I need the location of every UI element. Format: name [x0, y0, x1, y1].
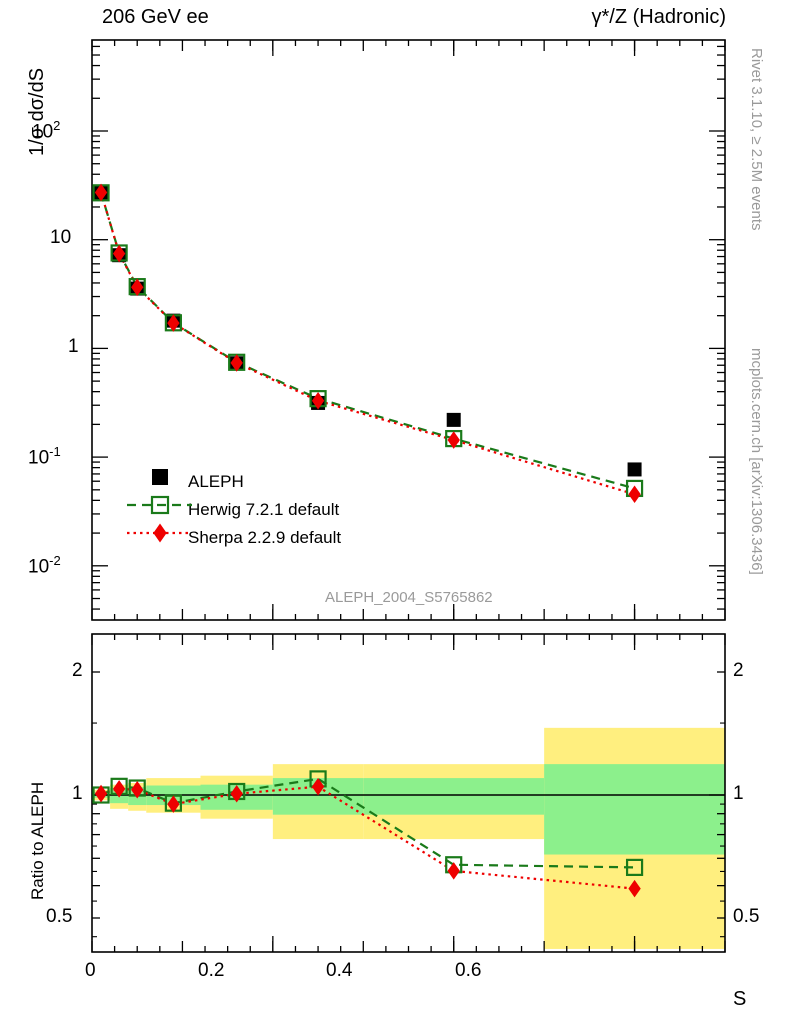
datapoint-sherpa [628, 485, 641, 504]
datapoint-sherpa [112, 244, 126, 263]
ratio-datapoint-sherpa [94, 784, 108, 803]
main-ytick-100-exponent: 2 [53, 118, 61, 133]
legend-marker-herwig [150, 495, 170, 515]
ratio-ytick-0p5-left: 0.5 [46, 906, 73, 927]
main-ytick-0p1-exponent: -1 [49, 444, 61, 459]
ratio-datapoint-sherpa [447, 862, 460, 880]
series-line-sherpa [99, 192, 635, 496]
datapoint-sherpa [94, 183, 108, 202]
ratio-ytick-0p5-right: 0.5 [733, 906, 760, 927]
xtick-0p2: 0.2 [198, 960, 225, 981]
xaxis-label: S [733, 988, 747, 1010]
ratio-datapoint-sherpa [112, 780, 126, 798]
main-ytick-0p01: 10-2 [28, 553, 61, 578]
ratio-datapoint-sherpa [131, 780, 144, 799]
ratio-ytick-2-left: 2 [72, 660, 83, 681]
xtick-0p6: 0.6 [455, 960, 482, 981]
datapoint-sherpa [131, 278, 144, 297]
datapoint-sherpa [311, 391, 325, 410]
datapoint-aleph [446, 412, 461, 427]
uncertainty-band-inner [544, 764, 725, 855]
main-ytick-100: 102 [32, 118, 60, 143]
ratio-datapoint-sherpa [167, 795, 180, 813]
ratio-ytick-1-left: 1 [72, 783, 83, 804]
header-left: 206 GeV ee [102, 6, 209, 28]
legend-marker-aleph [152, 469, 168, 485]
main-ytick-0p01-mantissa: 10 [28, 556, 50, 578]
ratio-ytick-2-right: 2 [733, 660, 744, 681]
legend-marker-sherpa [153, 523, 167, 543]
legend-label-aleph: ALEPH [188, 472, 244, 491]
ratio-datapoint-sherpa [628, 879, 641, 898]
ratio-datapoint-herwig [625, 858, 644, 876]
legend-label-herwig: Herwig 7.2.1 default [188, 500, 340, 519]
datapoint-aleph [627, 462, 642, 477]
datapoint-sherpa [447, 431, 460, 449]
main-ytick-100-mantissa: 10 [32, 121, 54, 143]
datapoint-sherpa [230, 354, 243, 372]
ratio-datapoint-sherpa [230, 784, 243, 803]
uncertainty-band-inner [363, 778, 545, 815]
main-ytick-1: 1 [68, 336, 79, 357]
main-ytick-0p1: 10-1 [28, 444, 61, 469]
main-ytick-0p1-mantissa: 10 [28, 447, 50, 469]
main-ytick-0p01-exponent: -2 [49, 553, 61, 568]
datapoint-sherpa [167, 314, 180, 332]
dataset-watermark: ALEPH_2004_S5765862 [325, 589, 493, 606]
xtick-0p4: 0.4 [326, 960, 353, 981]
ratio-ytick-1-right: 1 [733, 783, 744, 804]
series-line-herwig [99, 192, 635, 490]
xtick-0: 0 [85, 960, 96, 981]
legend-label-sherpa: Sherpa 2.2.9 default [188, 528, 342, 547]
header-right: γ*/Z (Hadronic) [591, 6, 726, 28]
main-ytick-10: 10 [50, 227, 72, 248]
ratio-datapoint-sherpa [311, 777, 325, 796]
